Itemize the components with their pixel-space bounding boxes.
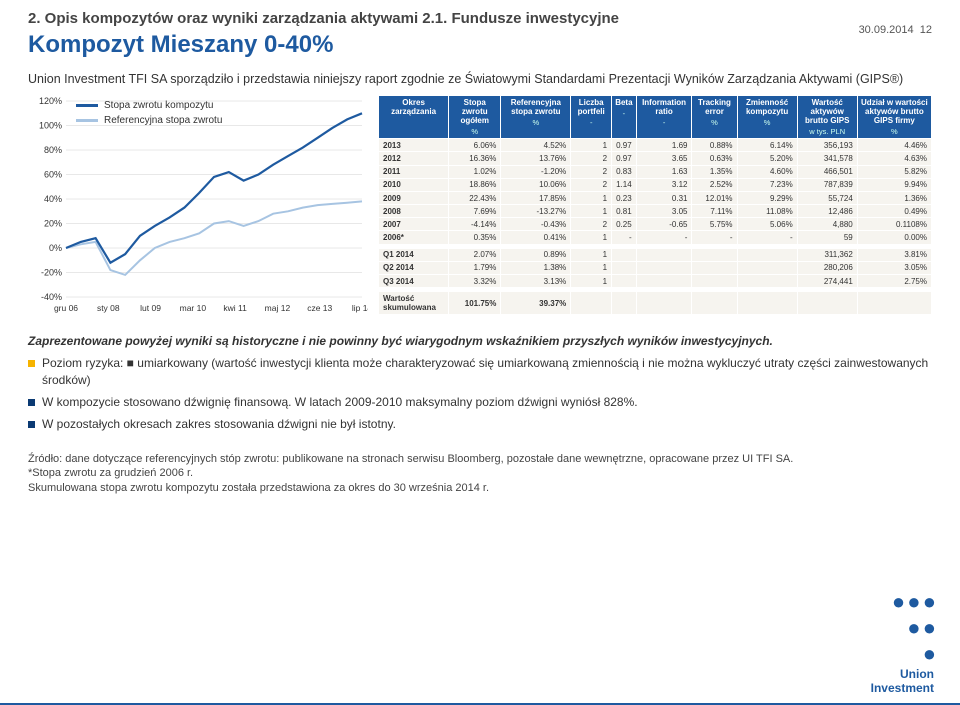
section-title: 2. Opis kompozytów oraz wyniki zarządzan…: [28, 10, 932, 27]
table-row: 201216.36%13.76%20.973.650.63%5.20%341,5…: [379, 152, 932, 165]
table-row: 200922.43%17.85%10.230.3112.01%9.29%55,7…: [379, 191, 932, 204]
bullet-leverage-1: W kompozycie stosowano dźwignię finansow…: [28, 394, 932, 410]
table-row: 20111.02%-1.20%20.831.631.35%4.60%466,50…: [379, 165, 932, 178]
bullet-leverage-2: W pozostałych okresach zakres stosowania…: [28, 416, 932, 432]
svg-text:lut 09: lut 09: [140, 303, 161, 313]
table-header: Beta-: [612, 96, 637, 139]
table-header: Zmienność kompozytu%: [737, 96, 797, 139]
date-page: 30.09.2014 12: [859, 24, 932, 36]
legend-2: Referencyjna stopa zwrotu: [104, 114, 222, 127]
svg-text:40%: 40%: [44, 194, 62, 204]
svg-text:maj 12: maj 12: [265, 303, 291, 313]
svg-text:kwi 11: kwi 11: [223, 303, 247, 313]
performance-table: Okres zarządzaniaStopa zwrotu ogółem%Ref…: [378, 95, 932, 315]
svg-text:lip 14: lip 14: [352, 303, 368, 313]
table-header: Tracking error%: [692, 96, 737, 139]
svg-text:80%: 80%: [44, 145, 62, 155]
svg-text:120%: 120%: [39, 96, 62, 106]
table-header: Liczba portfeli-: [571, 96, 612, 139]
table-row: Wartość skumulowana101.75%39.37%: [379, 292, 932, 315]
svg-text:cze 13: cze 13: [307, 303, 332, 313]
svg-text:-40%: -40%: [41, 292, 62, 302]
legend-1: Stopa zwrotu kompozytu: [104, 99, 214, 112]
page-title: Kompozyt Mieszany 0-40%: [28, 31, 932, 59]
notes-list: Zaprezentowane powyżej wyniki są history…: [0, 327, 960, 432]
svg-text:sty 08: sty 08: [97, 303, 120, 313]
svg-text:gru 06: gru 06: [54, 303, 78, 313]
footer-source: Źródło: dane dotyczące referencyjnych st…: [0, 444, 960, 495]
intro-text: Union Investment TFI SA sporządziło i pr…: [0, 71, 960, 87]
table-header: Referencyjna stopa zwrotu%: [501, 96, 571, 139]
table-row: 20087.69%-13.27%10.813.057.11%11.08%12,4…: [379, 205, 932, 218]
svg-text:0%: 0%: [49, 243, 62, 253]
table-row: Q3 20143.32%3.13%1274,4412.75%: [379, 274, 932, 287]
table-row: Q1 20142.07%0.89%1311,3623.81%: [379, 248, 932, 261]
table-row: 201018.86%10.06%21.143.122.52%7.23%787,8…: [379, 178, 932, 191]
table-row: Q2 20141.79%1.38%1280,2063.05%: [379, 261, 932, 274]
disclaimer-historic: Zaprezentowane powyżej wyniki są history…: [28, 333, 932, 349]
svg-text:60%: 60%: [44, 170, 62, 180]
table-row: 20136.06%4.52%10.971.690.88%6.14%356,193…: [379, 139, 932, 152]
svg-text:20%: 20%: [44, 219, 62, 229]
table-header: Wartość aktywów brutto GIPSw tys. PLN: [797, 96, 857, 139]
svg-text:mar 10: mar 10: [180, 303, 207, 313]
risk-level: Poziom ryzyka: ■ umiarkowany (wartość in…: [28, 355, 932, 387]
table-header: Okres zarządzania: [379, 96, 449, 139]
table-row: 2007-4.14%-0.43%20.25-0.655.75%5.06%4,88…: [379, 218, 932, 231]
table-row: 2006*0.35%0.41%1----590.00%: [379, 231, 932, 244]
table-header: Udział w wartości aktywów brutto GIPS fi…: [857, 96, 931, 139]
table-header: Stopa zwrotu ogółem%: [449, 96, 501, 139]
line-chart: Stopa zwrotu kompozytu Referencyjna stop…: [28, 95, 368, 315]
union-investment-logo: ● ● ● ● ● ● UnionInvestment: [871, 589, 934, 695]
table-header: Information ratio-: [636, 96, 692, 139]
svg-text:-20%: -20%: [41, 268, 62, 278]
svg-text:100%: 100%: [39, 121, 62, 131]
